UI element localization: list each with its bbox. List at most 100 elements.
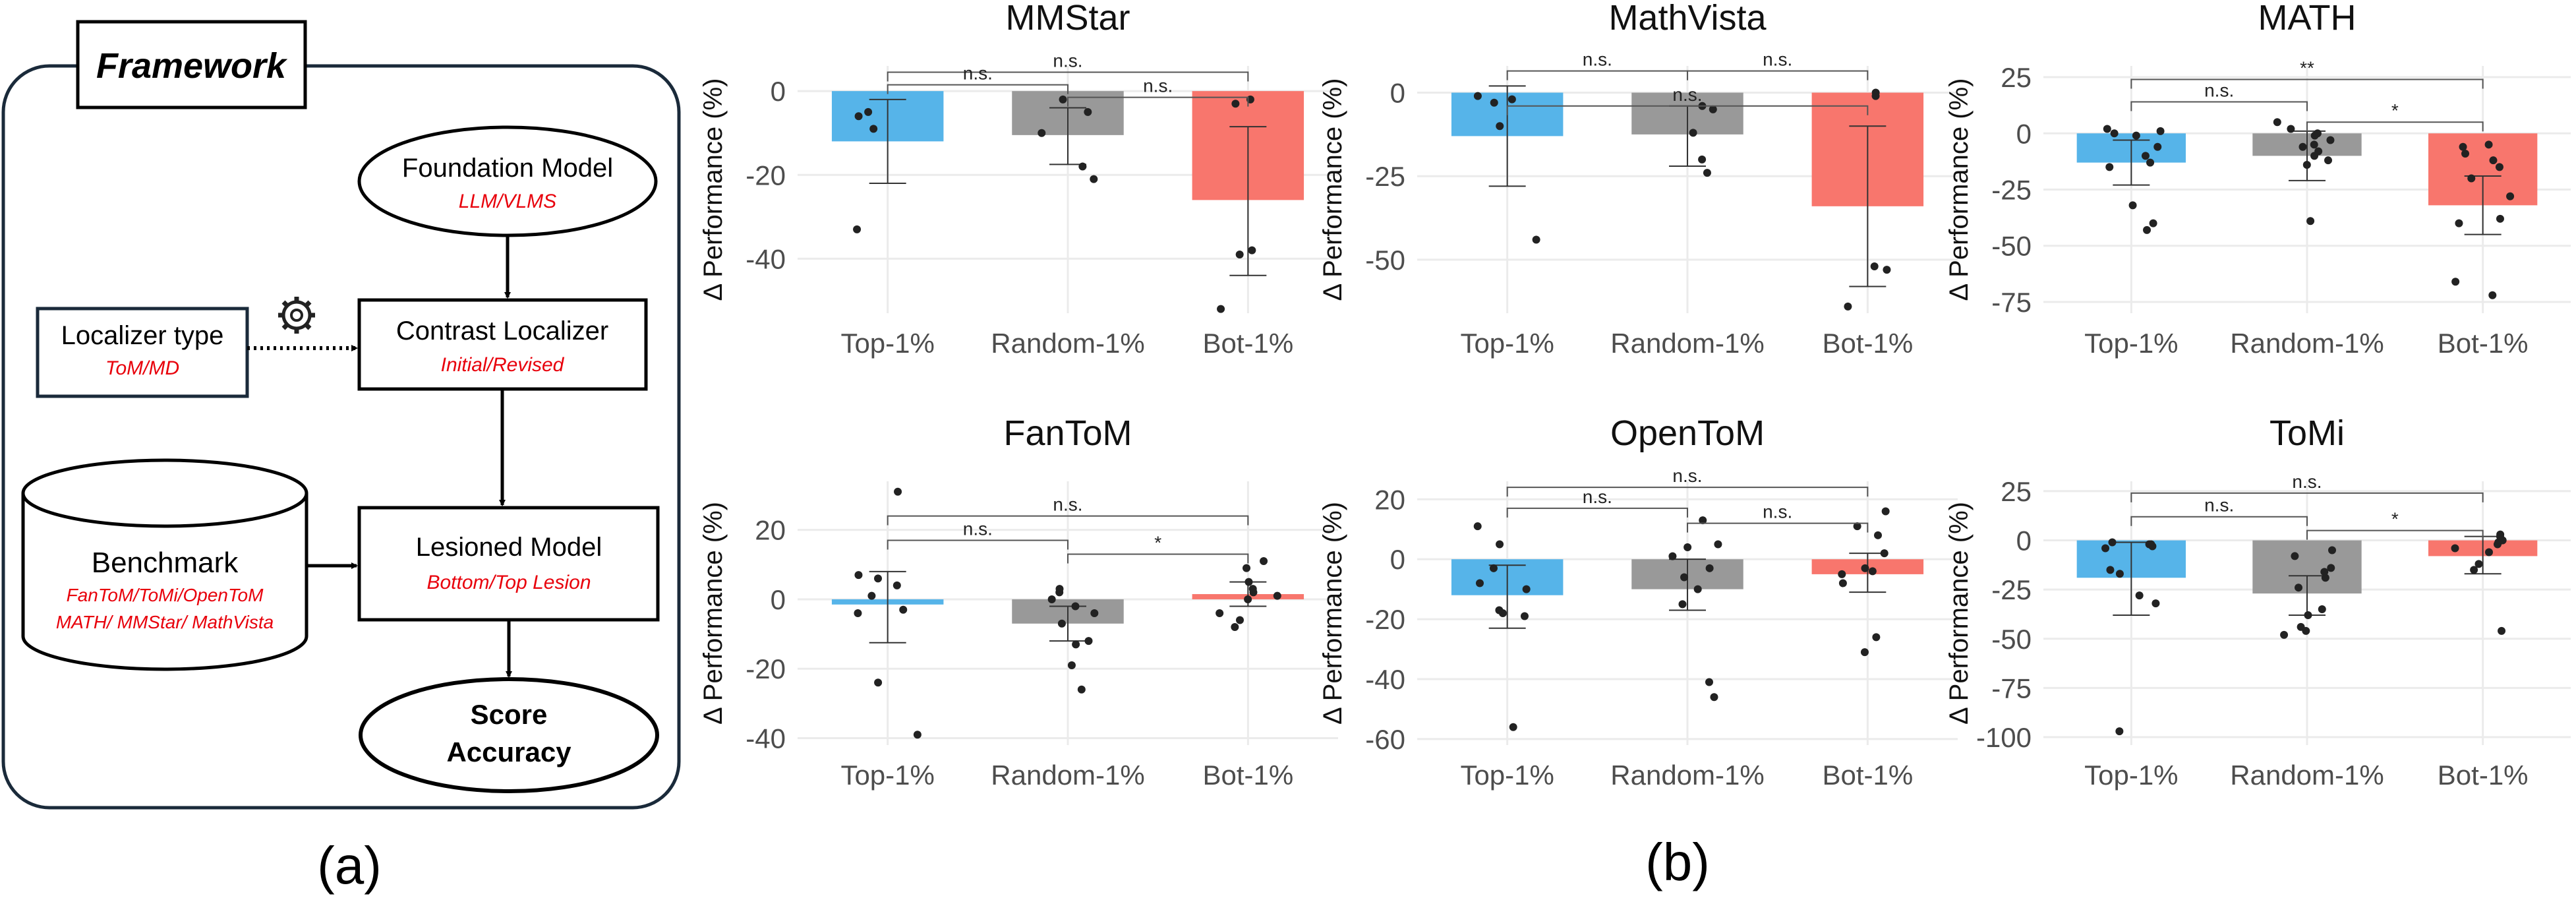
significance-label: n.s. [1053, 51, 1082, 71]
significance-label: * [2391, 509, 2399, 529]
data-point [2451, 544, 2459, 553]
localizer-type-title: Localizer type [61, 321, 224, 350]
data-point [2310, 140, 2318, 149]
data-point [1057, 619, 1066, 628]
gear-icon [278, 297, 315, 334]
data-point [869, 125, 878, 133]
data-point [1038, 129, 1046, 137]
score-node [359, 677, 659, 793]
significance-bracket [2130, 492, 2484, 502]
y-tick-label: -100 [1976, 722, 2032, 753]
x-tick-label: Top-1% [1460, 328, 1554, 359]
data-point [1231, 623, 1239, 632]
data-point [2115, 727, 2124, 736]
charts-panel: MMStar Δ Performance (%) -40 -20 0 Top-1% Rand… [699, 0, 2571, 791]
data-point [894, 487, 902, 496]
data-point [1881, 507, 1890, 516]
data-point [2328, 546, 2337, 555]
data-point [2302, 161, 2311, 169]
data-point [1705, 678, 1713, 686]
chart-title: MATH [2258, 0, 2356, 38]
foundation-model-sub: LLM/VLMS [459, 191, 556, 212]
data-point [1714, 540, 1722, 549]
framework-frame [1, 64, 681, 810]
data-point [1683, 543, 1692, 551]
y-tick-label: -20 [746, 160, 786, 191]
data-point [2103, 125, 2111, 133]
data-point [2152, 599, 2160, 608]
significance-bracket [2130, 516, 2308, 526]
data-point [2496, 214, 2504, 223]
score-line-2: Accuracy [446, 736, 571, 767]
y-axis-label: Δ Performance (%) [1945, 78, 1974, 301]
significance-bracket [1687, 70, 1869, 80]
data-point [2484, 548, 2493, 556]
data-point [913, 731, 922, 739]
significance-label: n.s. [963, 518, 993, 539]
significance-label: n.s. [1583, 49, 1612, 70]
data-point [2451, 278, 2460, 286]
contrast-localizer-title: Contrast Localizer [396, 316, 608, 345]
significance-bracket [2130, 101, 2308, 111]
data-point [1838, 579, 1847, 587]
data-point [1236, 616, 1244, 624]
data-point [1861, 564, 1869, 572]
data-point [2495, 163, 2503, 171]
framework-title-box [76, 20, 307, 109]
x-tick-label: Random-1% [1610, 760, 1764, 791]
data-point [1870, 262, 1879, 271]
data-point [1678, 600, 1687, 609]
data-point [1680, 573, 1689, 582]
significance-bracket [887, 515, 1249, 525]
data-point [1215, 609, 1224, 617]
significance-label: n.s. [2204, 80, 2234, 101]
chart-mathvista: MathVista Δ Performance (%) -50 -25 0 Top-1% R… [1318, 0, 1958, 359]
significance-label: n.s. [963, 63, 993, 84]
data-point [2115, 570, 2124, 578]
y-tick-label: 20 [1374, 484, 1405, 515]
chart-title: MMStar [1006, 0, 1130, 38]
data-point [1473, 522, 1482, 531]
x-tick-label: Top-1% [1460, 760, 1554, 791]
data-point [2461, 149, 2470, 158]
data-point [2488, 291, 2497, 299]
data-point [2306, 217, 2315, 225]
data-point [2484, 140, 2493, 149]
x-tick-label: Random-1% [2230, 328, 2384, 359]
data-point [2135, 591, 2144, 600]
data-point [1071, 602, 1080, 611]
data-point [1244, 595, 1252, 603]
significance-bracket [1506, 507, 1688, 518]
y-tick-label: -50 [1991, 231, 2032, 262]
y-tick-label: -20 [746, 653, 786, 684]
data-point [1090, 609, 1099, 617]
data-point [1490, 98, 1498, 107]
significance-bracket [2306, 121, 2484, 132]
y-tick-label: 0 [2016, 118, 2032, 149]
y-tick-label: 0 [771, 584, 786, 615]
data-point [2455, 219, 2463, 227]
data-point [2149, 219, 2157, 227]
caption-a: (a) [317, 836, 382, 895]
chart-title: FanToM [1003, 413, 1132, 453]
data-point [2498, 536, 2507, 545]
lesioned-model-sub: Bottom/Top Lesion [426, 572, 591, 593]
data-point [854, 609, 862, 617]
data-point [2498, 626, 2506, 635]
data-point [1475, 579, 1484, 587]
y-tick-label: 0 [771, 76, 786, 107]
data-point [853, 225, 862, 233]
data-point [1067, 661, 1076, 669]
data-point [2153, 142, 2162, 151]
x-tick-label: Top-1% [840, 328, 934, 359]
chart-opentom: OpenToM Δ Performance (%) -60 -40 -20 0 20 Top-… [1318, 413, 1958, 791]
data-point [1217, 305, 1225, 313]
chart-fantom: FanToM Δ Performance (%) -40 -20 0 20 Top-1% Ra… [699, 413, 1338, 791]
significance-label: n.s. [1763, 49, 1792, 70]
data-point [1473, 92, 1482, 100]
data-point [867, 591, 876, 600]
y-tick-label: -25 [1991, 574, 2032, 605]
data-point [1868, 567, 1877, 576]
y-tick-label: -40 [746, 243, 786, 274]
data-point [2132, 131, 2140, 140]
